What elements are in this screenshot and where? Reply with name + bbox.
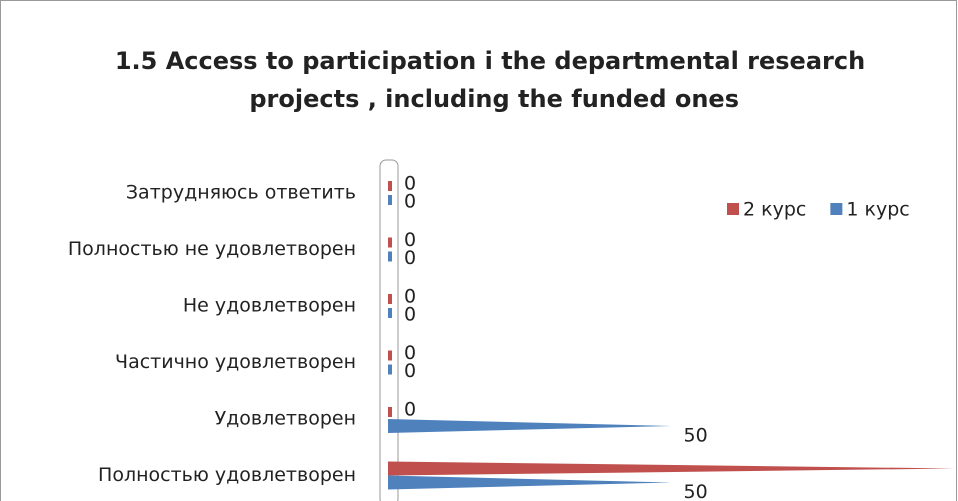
back-wall (379, 159, 399, 501)
bar (388, 407, 392, 417)
legend-label: 1 курс (846, 199, 909, 221)
y-tick-label: Затрудняюсь ответить (126, 182, 356, 204)
data-label: 0 (404, 360, 416, 382)
y-tick-label: Не удовлетворен (183, 295, 356, 317)
y-tick-label: Полностью не удовлетворен (68, 238, 356, 260)
bar (388, 294, 392, 304)
data-label: 0 (404, 342, 416, 364)
data-label: 0 (404, 247, 416, 269)
bar (388, 364, 392, 375)
legend-swatch (727, 203, 739, 215)
bar (388, 350, 392, 361)
y-tick-label: Удовлетворен (215, 408, 356, 430)
y-tick-label: Полностью удовлетворен (98, 464, 356, 486)
data-label: 50 (684, 481, 708, 501)
bar (388, 461, 955, 476)
bar (388, 237, 392, 248)
data-label: 50 (684, 425, 708, 447)
y-tick-label: Частично удовлетворен (115, 351, 356, 373)
data-label: 0 (404, 229, 416, 251)
bar (388, 251, 392, 262)
bar (388, 419, 672, 433)
data-label: 0 (404, 173, 416, 195)
bar (388, 475, 672, 490)
data-label: 0 (404, 286, 416, 308)
bar (388, 181, 392, 191)
legend-label: 2 курс (743, 199, 806, 221)
data-label: 0 (404, 304, 416, 326)
bar (388, 308, 392, 318)
data-label: 0 (404, 399, 416, 421)
chart-title: 1.5 Access to participation i the depart… (115, 47, 865, 113)
legend-swatch (830, 203, 843, 215)
bar (388, 195, 392, 205)
data-label: 0 (404, 191, 416, 213)
